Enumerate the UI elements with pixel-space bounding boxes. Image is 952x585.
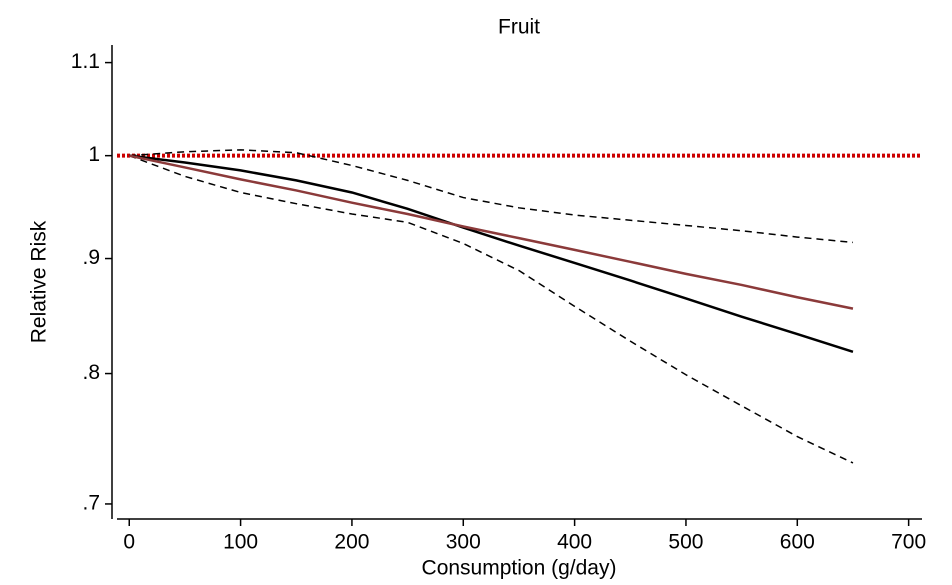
- y-tick-label: 1.1: [71, 50, 100, 73]
- line-series: [128, 154, 854, 464]
- x-tick-label: 0: [123, 531, 135, 554]
- chart-title: Fruit: [498, 16, 540, 39]
- line-series: [129, 154, 854, 354]
- y-tick-label: 1: [88, 143, 100, 166]
- line-series: [129, 149, 854, 244]
- x-tick-label: 200: [334, 531, 369, 554]
- line-series: [128, 154, 854, 310]
- x-tick-label: 400: [557, 531, 592, 554]
- y-axis-label: Relative Risk: [28, 220, 51, 343]
- x-tick-label: 700: [891, 531, 926, 554]
- y-tick-label: .9: [82, 246, 100, 269]
- x-axis-label: Consumption (g/day): [422, 557, 617, 580]
- y-tick-label: .8: [82, 361, 100, 384]
- x-tick-label: 600: [780, 531, 815, 554]
- x-tick-label: 500: [668, 531, 703, 554]
- x-tick-label: 300: [446, 531, 481, 554]
- x-tick-label: 100: [223, 531, 258, 554]
- y-tick-label: .7: [82, 491, 100, 514]
